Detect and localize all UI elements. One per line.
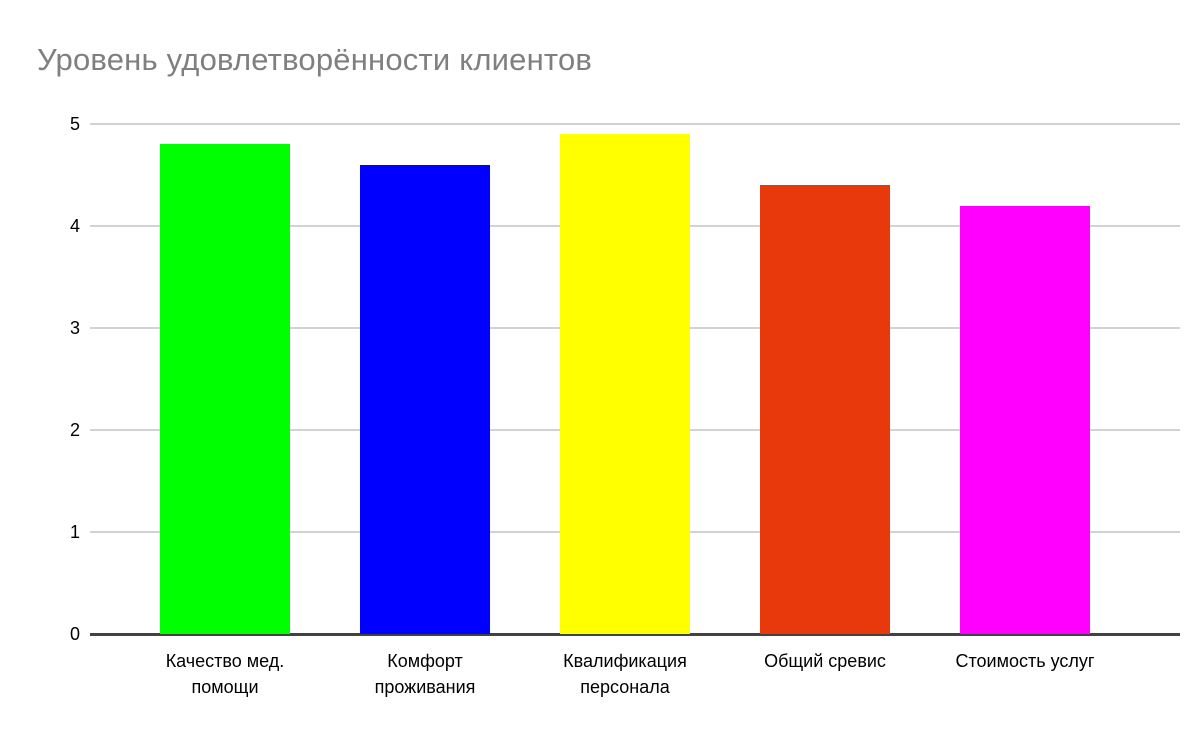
bar-3 (560, 134, 690, 634)
y-tick-label: 3 (69, 318, 80, 338)
plot-area (90, 123, 1180, 636)
x-tick-label: Качество мед. помощи (120, 648, 330, 700)
x-axis-baseline (90, 633, 1180, 636)
x-tick-label: Квалификация персонала (520, 648, 730, 700)
x-tick-label-line: Общий сревис (764, 651, 886, 671)
x-tick-label: Комфорт проживания (320, 648, 530, 700)
x-tick-label: Стоимость услуг (920, 648, 1130, 674)
x-tick-label-line: Качество мед. (165, 651, 285, 671)
x-tick-label-line: Квалификация (563, 651, 687, 671)
y-tick-label: 4 (69, 216, 80, 236)
chart-title: Уровень удовлетворённости клиентов (37, 42, 593, 77)
x-tick-label-line: Стоимость услуг (955, 651, 1095, 671)
bar-5 (960, 205, 1090, 634)
bar-1 (160, 144, 290, 634)
y-tick-label: 1 (69, 522, 80, 542)
gridline (90, 123, 1180, 125)
y-tick-label: 2 (69, 420, 80, 440)
bar-2 (360, 164, 490, 634)
x-tick-label: Общий сревис (720, 648, 930, 674)
x-tick-label-line: персонала (580, 677, 670, 697)
x-tick-label-line: помощи (191, 677, 259, 697)
y-tick-label: 0 (69, 624, 80, 644)
x-tick-label-line: Комфорт (387, 651, 463, 671)
x-tick-label-line: проживания (374, 677, 476, 697)
y-tick-label: 5 (69, 114, 80, 134)
bar-4 (760, 185, 890, 634)
